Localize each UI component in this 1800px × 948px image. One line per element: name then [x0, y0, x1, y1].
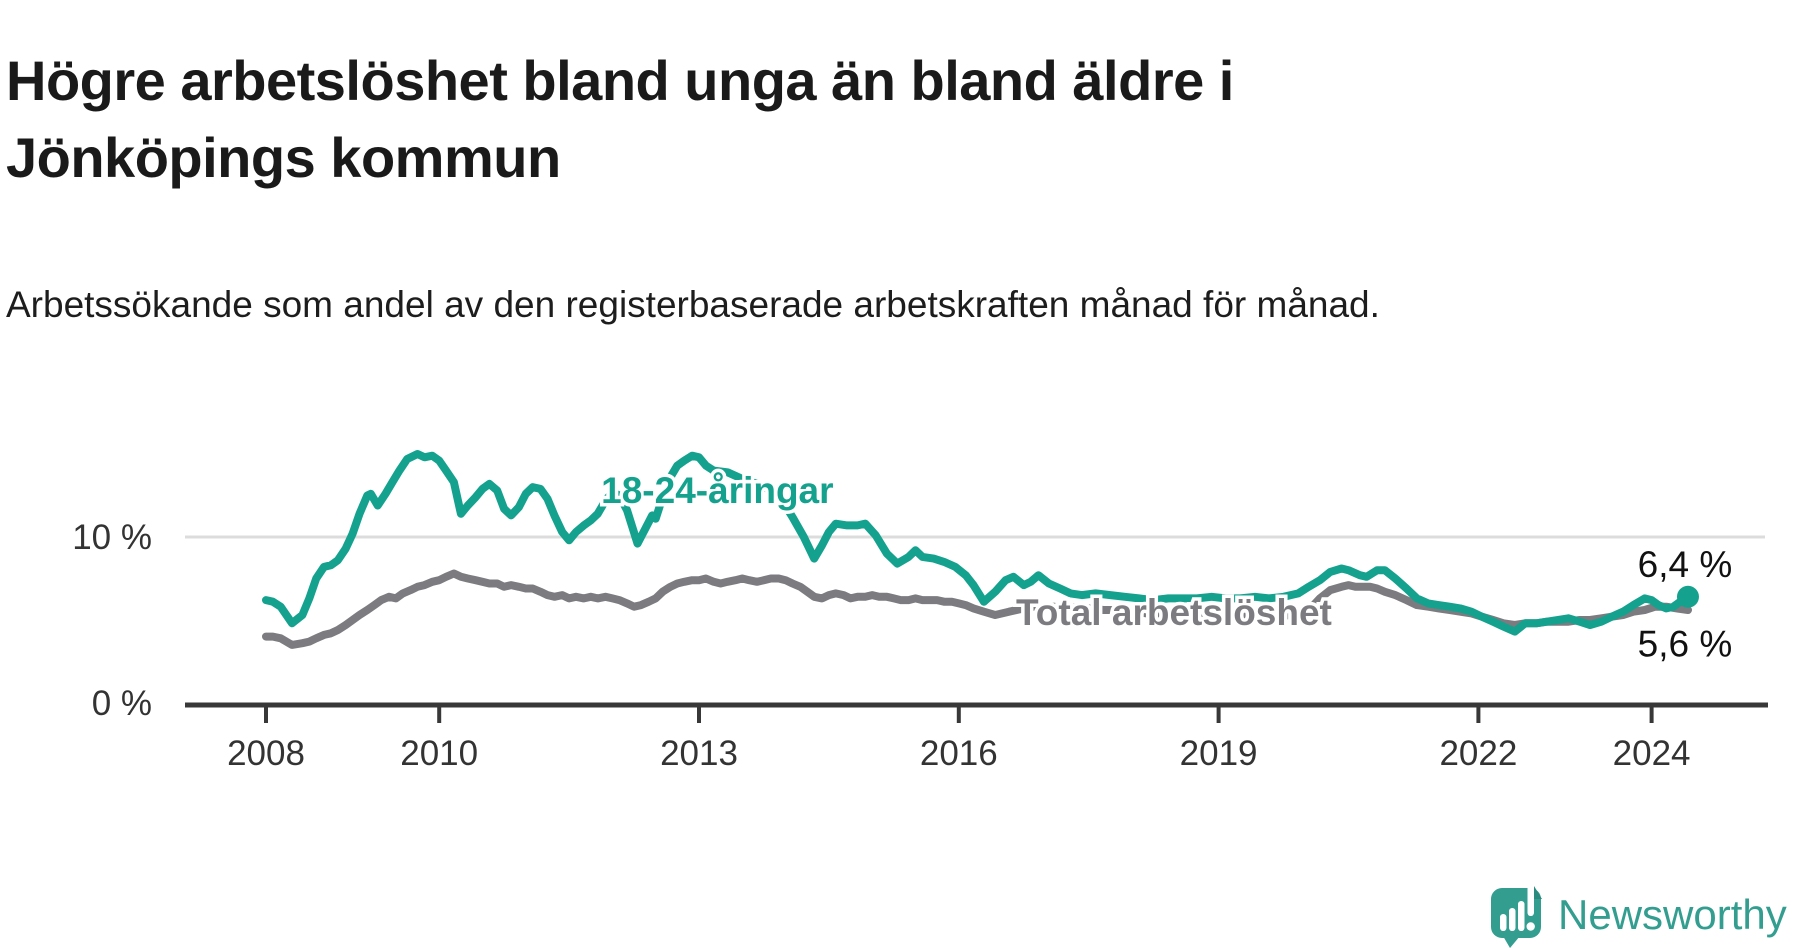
x-tick-label: 2019	[1180, 734, 1258, 773]
page-title: Högre arbetslöshet bland unga än bland ä…	[6, 48, 1234, 189]
chart-subtitle: Arbetssökande som andel av den registerb…	[6, 284, 1380, 325]
series-label: 18-24-åringar	[601, 470, 833, 511]
x-tick-label: 2013	[660, 734, 738, 773]
x-tick-label: 2022	[1439, 734, 1517, 773]
y-tick-label: 0 %	[92, 684, 152, 723]
newsworthy-logo: Newsworthy	[1489, 882, 1787, 948]
series-label: Total arbetslöshet	[1016, 592, 1332, 633]
x-tick-label: 2016	[920, 734, 998, 773]
x-tick-label: 2024	[1613, 734, 1691, 773]
end-value-label: 5,6 %	[1638, 624, 1733, 665]
y-tick-label: 10 %	[72, 518, 152, 557]
newsworthy-logo-icon	[1491, 884, 1542, 948]
newsworthy-logo-text: Newsworthy	[1558, 891, 1787, 938]
series-line-youth	[262, 450, 1692, 636]
latest-point-dot	[1676, 585, 1699, 608]
series-line-total	[262, 569, 1692, 649]
x-tick-label: 2008	[227, 734, 305, 773]
x-tick-label: 2010	[400, 734, 478, 773]
end-value-label: 6,4 %	[1638, 544, 1733, 585]
